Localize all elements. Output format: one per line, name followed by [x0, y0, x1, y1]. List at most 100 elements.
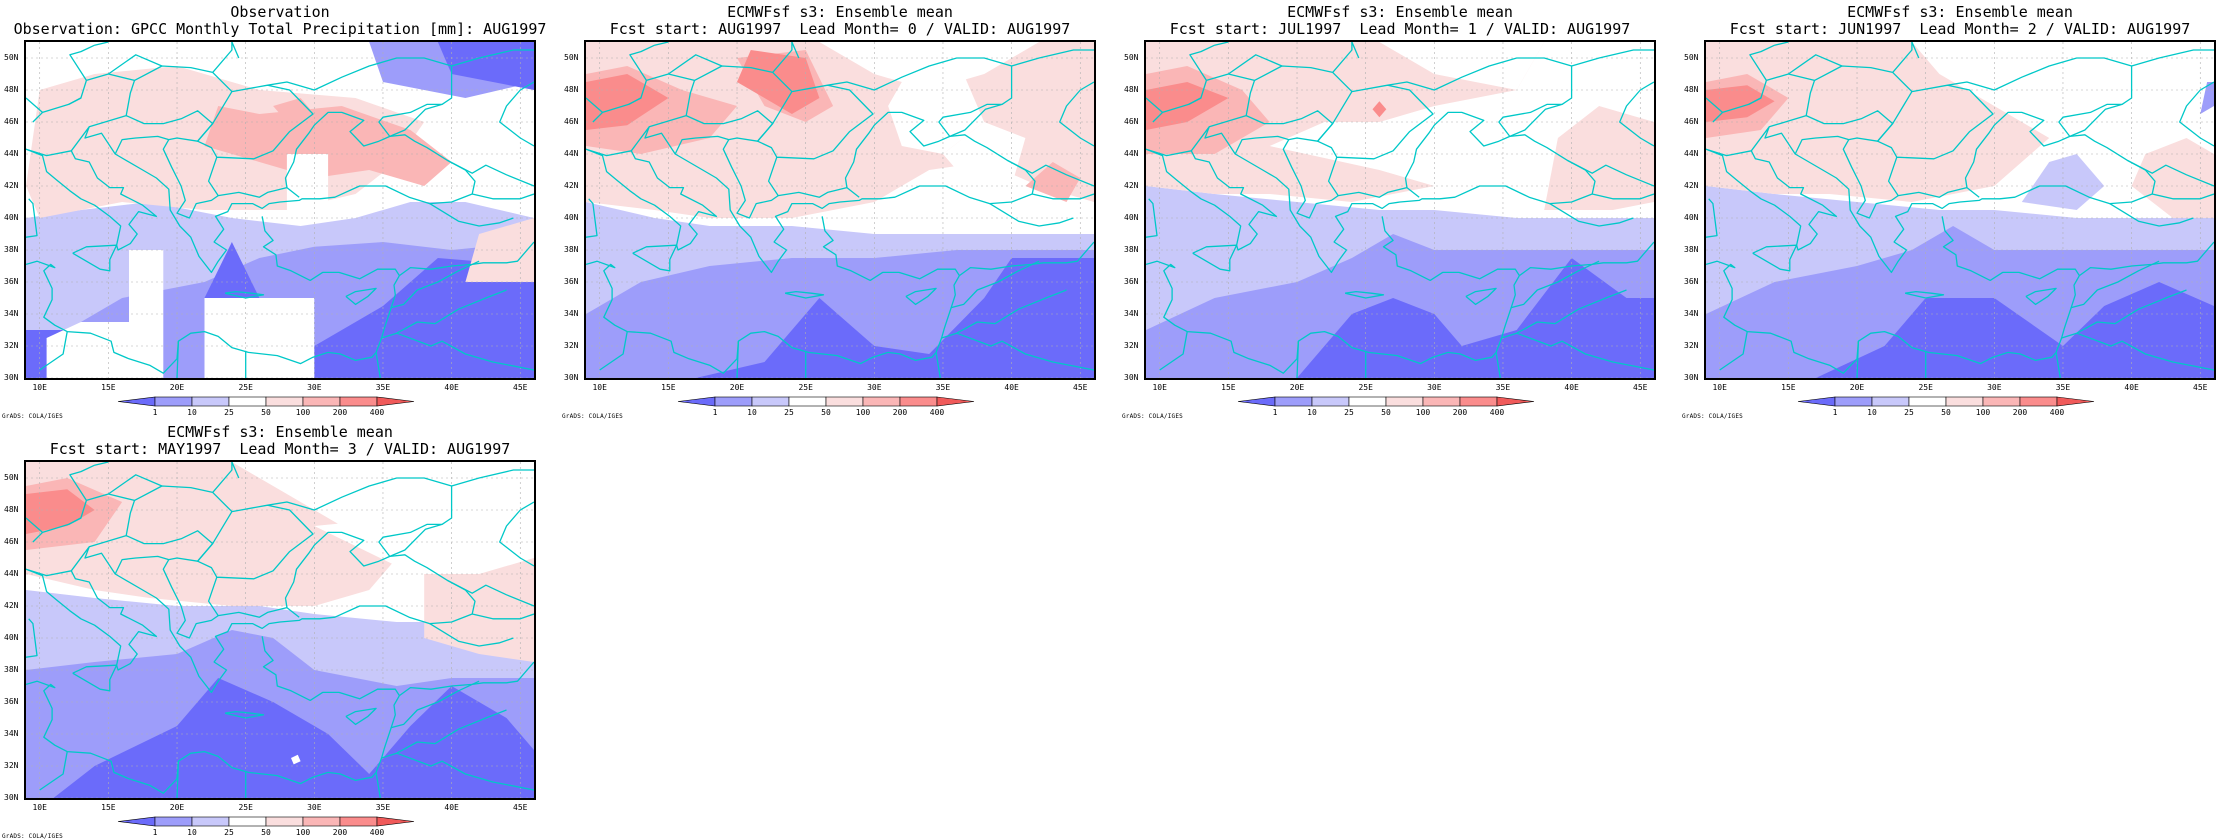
colorbar-label: 50	[1941, 408, 1951, 417]
coastline	[2179, 81, 2214, 147]
coastline	[2152, 193, 2214, 200]
coastline	[1254, 65, 1353, 93]
coastline	[685, 110, 779, 219]
precip-shade-region	[437, 42, 534, 90]
colorbar-label: 25	[1904, 408, 1914, 417]
coastline	[1146, 198, 1158, 238]
coastline	[956, 332, 1094, 371]
colorbar-label: 25	[1344, 408, 1354, 417]
coastline	[114, 135, 169, 155]
coastline	[375, 352, 381, 378]
colorbar-label: 50	[821, 408, 831, 417]
coastline	[1722, 97, 1762, 114]
coastline	[125, 110, 219, 219]
coastline	[1495, 352, 1501, 378]
lon-tick-label: 40E	[1004, 383, 1019, 392]
lat-tick-label: 46N	[1684, 117, 1699, 126]
coastline	[69, 464, 95, 501]
precip-shade-region	[465, 218, 534, 282]
panel-subtitle: Fcst start: JUN1997 Lead Month= 2 / VALI…	[1729, 20, 2191, 38]
coastline	[1904, 290, 1945, 299]
coastline	[1387, 57, 1573, 105]
coastline	[1947, 57, 2133, 105]
lon-tick-label: 25E	[798, 383, 813, 392]
colorbar-label: 25	[224, 828, 234, 837]
coastline	[989, 203, 1074, 227]
lat-tick-label: 40N	[564, 213, 579, 222]
lat-tick-label: 36N	[1124, 277, 1139, 286]
coastline	[654, 42, 669, 46]
grads-credit: GrADS: COLA/IGES	[2, 413, 63, 420]
colorbar-segment	[677, 396, 716, 407]
precip-shade-region	[46, 250, 164, 378]
coastline	[2025, 287, 2057, 306]
colorbar-label: 50	[261, 828, 271, 837]
coastline	[1214, 42, 1229, 46]
lat-tick-label: 34N	[4, 309, 19, 318]
lat-tick-label: 42N	[4, 181, 19, 190]
coastline	[72, 664, 118, 692]
coastline	[26, 517, 44, 543]
coastline	[791, 42, 800, 59]
coastline	[391, 680, 480, 729]
lon-tick-label: 10E	[1152, 383, 1167, 392]
colorbar-segment	[228, 816, 267, 827]
lon-tick-label: 40E	[444, 383, 459, 392]
coastline	[378, 103, 443, 137]
colorbar-segment	[1237, 396, 1276, 407]
colorbar-segment	[1311, 396, 1350, 407]
coastline	[26, 198, 38, 238]
lat-tick-label: 30N	[1684, 373, 1699, 382]
colorbar-segment	[714, 396, 753, 407]
coastline	[267, 477, 453, 525]
lon-tick-label: 30E	[1427, 383, 1442, 392]
coastline	[1162, 97, 1202, 114]
coastline	[26, 618, 38, 658]
coastline	[134, 65, 233, 93]
coastline	[694, 65, 793, 93]
colorbar-segment	[376, 816, 415, 827]
colorbar-label: 100	[856, 408, 871, 417]
coastline	[1059, 81, 1094, 147]
coastline	[68, 493, 136, 548]
colorbar-segment	[2019, 396, 2058, 407]
lat-tick-label: 42N	[1684, 181, 1699, 190]
lon-tick-label: 35E	[375, 803, 391, 812]
precip-map-svg	[26, 42, 534, 378]
coastline	[69, 44, 95, 81]
lat-tick-label: 30N	[564, 373, 579, 382]
coastline	[94, 462, 109, 466]
coastline	[1245, 110, 1339, 219]
colorbar-segment	[302, 396, 341, 407]
precip-shade-region	[2131, 138, 2214, 218]
coastline	[1774, 42, 1789, 46]
precip-shade-region	[1146, 82, 1229, 130]
coastline	[26, 568, 158, 671]
colorbar-segment	[1422, 396, 1461, 407]
precip-shade-region	[314, 258, 534, 378]
lon-tick-label: 20E	[1849, 383, 1865, 392]
coastline	[134, 485, 233, 513]
coastline	[1748, 73, 1816, 128]
coastline	[2058, 103, 2123, 137]
lat-tick-label: 48N	[1124, 85, 1139, 94]
coastline	[1706, 148, 1838, 251]
lat-tick-label: 38N	[1124, 245, 1139, 254]
coastline	[447, 579, 534, 607]
coastline	[1788, 54, 1843, 75]
colorbar-segment	[376, 396, 415, 407]
lat-tick-label: 50N	[4, 53, 19, 62]
lon-tick-label: 25E	[1358, 383, 1373, 392]
lat-tick-label: 46N	[564, 117, 579, 126]
lon-tick-label: 35E	[1495, 383, 1511, 392]
coastline	[42, 97, 82, 114]
lat-tick-label: 42N	[1124, 181, 1139, 190]
colorbar-segment	[339, 816, 378, 827]
colorbar-segment	[117, 396, 156, 407]
coastline	[108, 474, 163, 495]
coastline	[1146, 111, 1596, 274]
coastline	[586, 97, 604, 123]
precip-shade-region	[314, 462, 534, 566]
lat-tick-label: 46N	[4, 537, 19, 546]
lat-tick-label: 36N	[4, 697, 19, 706]
